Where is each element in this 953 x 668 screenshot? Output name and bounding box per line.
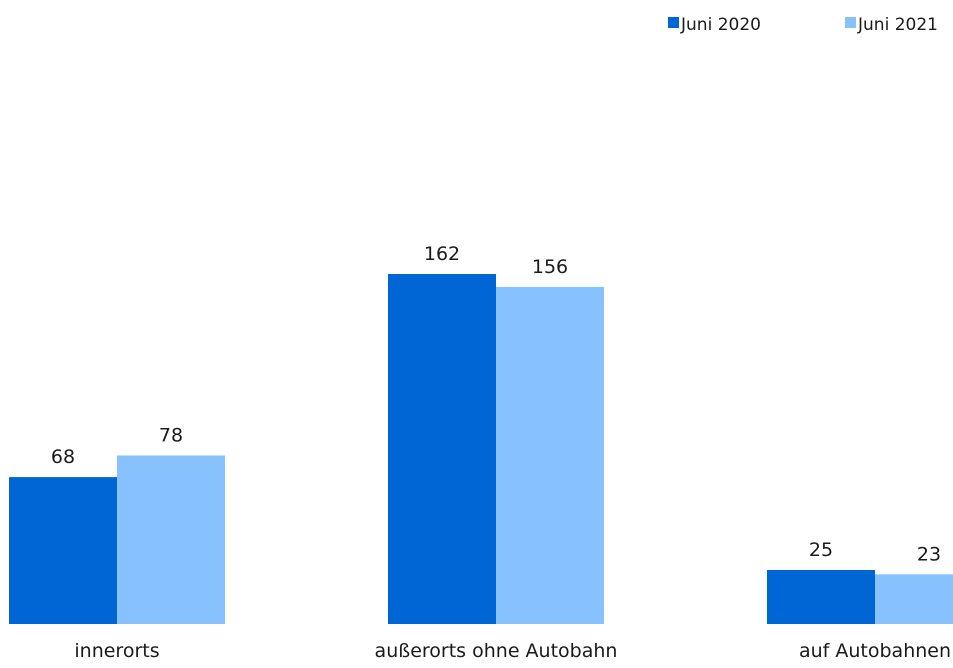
bar-1-1	[9, 477, 117, 624]
bar-2-1	[117, 455, 225, 624]
category-label-2: außerorts ohne Autobahn	[375, 640, 618, 662]
value-labels: 68 78 162 156 25 23	[51, 243, 941, 565]
value-label-2-3: 23	[917, 543, 941, 565]
bar-1-2	[388, 274, 496, 624]
legend: Juni 2020 Juni 2021	[668, 15, 938, 35]
category-label-1: innerorts	[74, 640, 159, 662]
value-label-2-1: 78	[159, 424, 183, 446]
value-label-1-1: 68	[51, 446, 75, 468]
category-axis: innerorts außerorts ohne Autobahn auf Auto…	[74, 640, 951, 662]
category-label-3: auf Autobahnen	[799, 640, 951, 662]
value-label-1-3: 25	[809, 539, 833, 561]
value-label-2-2: 156	[532, 256, 568, 278]
legend-swatch-1	[668, 17, 679, 28]
bar-2-2	[496, 286, 604, 624]
bar-2-3	[875, 574, 953, 624]
bar-1-3	[767, 569, 875, 624]
value-label-1-2: 162	[424, 243, 460, 265]
legend-label-1: Juni 2020	[680, 15, 761, 35]
legend-label-2: Juni 2021	[857, 15, 938, 35]
legend-swatch-2	[845, 17, 856, 28]
bars	[9, 274, 953, 624]
